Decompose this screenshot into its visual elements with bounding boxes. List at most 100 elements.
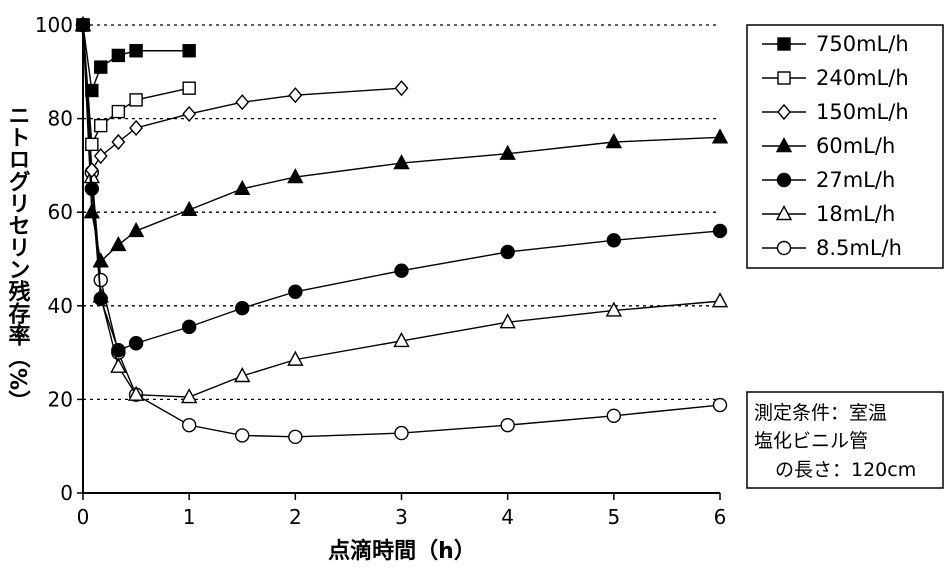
- data-point-60mLh-11: [711, 128, 729, 144]
- data-point-60mLh-10: [605, 133, 623, 149]
- series-150mLh: [76, 16, 409, 179]
- data-point-18mLh-7: [287, 350, 304, 366]
- data-point-27mLh-1: [84, 181, 100, 197]
- legend-label-240mLh: 240mL/h: [816, 66, 909, 90]
- data-point-60mLh-6: [234, 179, 251, 196]
- data-point-60mLh-7: [287, 168, 304, 184]
- data-point-150mLh-8: [394, 80, 409, 97]
- data-point-27mLh-11: [712, 223, 728, 239]
- x-tick-labels: 0 1 2 3 4 5 6: [77, 493, 727, 529]
- conditions-note-box: [746, 391, 944, 489]
- data-point-240mLh-5: [182, 81, 196, 95]
- data-point-8_5mLh-5: [181, 417, 197, 433]
- conditions-note-line-3: の長さ：120cm: [775, 459, 916, 481]
- data-point-750mLh-4: [129, 44, 143, 58]
- data-point-8_5mLh-6: [235, 428, 250, 443]
- data-point-60mLh-5: [180, 200, 198, 217]
- data-point-150mLh-4: [129, 119, 144, 137]
- y-tick-label-20: 20: [48, 387, 73, 411]
- x-tick-label-0: 0: [77, 505, 90, 529]
- y-tick-label-100: 100: [35, 13, 73, 37]
- data-point-150mLh-7: [288, 87, 303, 104]
- x-tick-label-3: 3: [395, 505, 408, 529]
- legend-label-750mLh: 750mL/h: [816, 32, 909, 56]
- legend-label-8_5mLh: 8.5mL/h: [816, 236, 902, 260]
- data-point-8_5mLh-10: [606, 408, 622, 423]
- legend-item-150mLh: 150mL/h: [762, 100, 909, 124]
- series-line-240mLh: [82, 24, 190, 148]
- x-tick-label-6: 6: [714, 505, 727, 529]
- legend-marker-750mLh: [777, 37, 791, 51]
- series-18mLh: [74, 16, 729, 404]
- data-point-150mLh-3: [111, 133, 126, 151]
- data-point-27mLh-2: [93, 291, 108, 306]
- data-point-240mLh-1: [85, 137, 99, 152]
- data-point-60mLh-4: [127, 221, 145, 238]
- conditions-note-line-2: 塩化ビニル管: [754, 430, 868, 452]
- data-point-27mLh-6: [235, 300, 250, 316]
- legend-label-60mLh: 60mL/h: [816, 134, 895, 158]
- x-tick-label-4: 4: [501, 505, 514, 529]
- data-point-8_5mLh-8: [394, 425, 409, 441]
- legend-marker-150mLh: [777, 103, 791, 121]
- data-point-750mLh-3: [111, 48, 126, 63]
- data-point-27mLh-5: [181, 319, 197, 335]
- data-point-8_5mLh-2: [93, 272, 108, 288]
- legend-marker-27mLh: [776, 172, 792, 188]
- data-point-60mLh-3: [110, 235, 127, 252]
- data-point-750mLh-1: [85, 83, 99, 98]
- x-tick-label-1: 1: [183, 505, 196, 529]
- data-point-18mLh-8: [393, 331, 410, 348]
- data-point-27mLh-8: [394, 263, 409, 278]
- x-tick-label-2: 2: [289, 505, 302, 529]
- data-point-240mLh-2: [94, 118, 108, 133]
- x-tick-label-5: 5: [607, 505, 620, 529]
- conditions-note-line-1: 測定条件：室温: [754, 402, 887, 424]
- series-line-27mLh: [82, 24, 721, 352]
- series-750mLh: [76, 18, 196, 98]
- data-point-750mLh-2: [94, 60, 108, 74]
- x-axis-title: 点滴時間（h）: [328, 538, 476, 564]
- data-point-150mLh-2: [93, 147, 108, 165]
- data-point-8_5mLh-7: [288, 429, 303, 445]
- data-point-18mLh-5: [180, 388, 198, 404]
- legend: 750mL/h 240mL/h 150mL/h 60mL/h 27mL/h 18mL/h 8…: [746, 24, 944, 269]
- data-point-8_5mLh-11: [712, 397, 728, 413]
- data-point-750mLh-5: [182, 44, 196, 58]
- conditions-note: 測定条件：室温 塩化ビニル管 の長さ：120cm: [746, 391, 944, 489]
- data-point-27mLh-10: [606, 233, 622, 248]
- data-point-27mLh-9: [500, 244, 515, 260]
- data-point-150mLh-6: [235, 94, 250, 111]
- legend-marker-18mLh: [775, 205, 793, 221]
- y-tick-label-0: 0: [60, 481, 73, 505]
- data-point-750mLh-0: [76, 18, 90, 32]
- y-tick-labels: 0 20 40 60 80 100: [35, 13, 83, 505]
- legend-marker-240mLh: [777, 71, 791, 85]
- series-line-750mLh: [82, 24, 190, 91]
- legend-label-18mLh: 18mL/h: [816, 202, 895, 226]
- legend-marker-8_5mLh: [776, 240, 792, 256]
- data-point-18mLh-11: [711, 292, 729, 308]
- legend-item-750mLh: 750mL/h: [762, 32, 909, 56]
- data-point-18mLh-6: [234, 367, 251, 383]
- legend-item-27mLh: 27mL/h: [762, 168, 895, 192]
- legend-marker-60mLh: [775, 137, 793, 153]
- data-point-150mLh-5: [182, 105, 197, 122]
- data-point-18mLh-4: [127, 385, 145, 401]
- legend-label-27mLh: 27mL/h: [816, 168, 895, 192]
- data-point-60mLh-9: [499, 144, 516, 160]
- data-point-240mLh-3: [111, 104, 126, 119]
- data-point-60mLh-1: [83, 203, 100, 219]
- y-tick-label-60: 60: [48, 200, 73, 224]
- data-point-18mLh-9: [499, 313, 516, 329]
- data-point-18mLh-10: [605, 301, 623, 317]
- data-point-150mLh-1: [84, 162, 99, 179]
- data-point-60mLh-8: [393, 154, 410, 170]
- data-point-18mLh-3: [110, 357, 127, 373]
- data-series: [74, 16, 729, 445]
- data-point-27mLh-4: [128, 336, 144, 351]
- y-axis-title: ニトログリセリン残存率（%）: [5, 104, 31, 412]
- y-tick-label-40: 40: [48, 294, 73, 318]
- legend-label-150mLh: 150mL/h: [816, 100, 909, 124]
